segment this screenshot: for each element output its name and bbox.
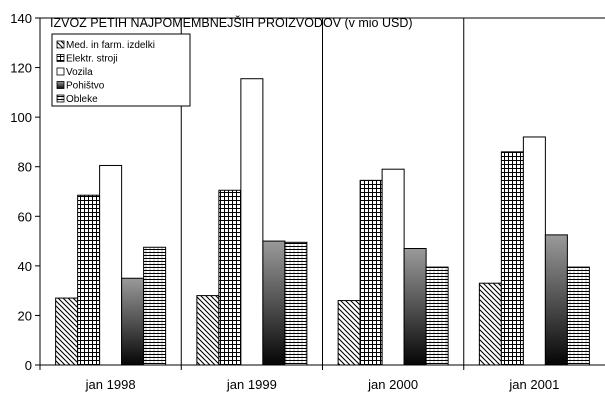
bar [143, 246, 167, 366]
x-axis-ticks: jan 1998 jan 1999 jan 2000 jan 2001 [85, 377, 560, 392]
legend-box [51, 33, 191, 107]
x-tick-label: jan 1998 [85, 377, 136, 392]
legend-items: Med. in farm. izdelki Elektr. stroji Vozil… [56, 40, 155, 105]
bar [381, 168, 405, 366]
legend-swatch [56, 54, 65, 62]
bar [284, 241, 308, 366]
y-tick-label: 120 [10, 61, 32, 76]
y-tick-label: 80 [18, 160, 32, 175]
y-axis-ticks: 0 20 40 60 80 100 120 140 [10, 11, 40, 373]
legend-label: Vozila [66, 67, 93, 78]
y-tick-label: 100 [10, 110, 32, 125]
x-tick-label: jan 2000 [367, 377, 418, 392]
legend-swatch [56, 94, 65, 103]
bar [478, 282, 502, 366]
chart-title: IZVOZ PETIH NAJPOMEMBNEJŠIH PROIZVODOV (… [50, 15, 413, 30]
y-tick-label: 20 [18, 308, 32, 323]
legend: Med. in farm. izdelki Elektr. stroji Vozil… [51, 33, 191, 107]
x-tick-label: jan 1999 [226, 377, 277, 392]
legend-label: Obleke [66, 94, 98, 105]
bar [359, 179, 383, 366]
legend-label: Pohištvo [66, 81, 105, 92]
bar [55, 297, 79, 366]
y-tick-label: 140 [10, 11, 32, 26]
legend-label: Med. in farm. izdelki [66, 40, 155, 51]
bar [196, 295, 220, 366]
bar [544, 234, 568, 366]
bar [99, 164, 123, 366]
bar [337, 300, 361, 366]
bar [262, 240, 286, 366]
y-tick-label: 60 [18, 209, 32, 224]
legend-label: Elektr. stroji [66, 54, 118, 65]
bar [425, 266, 449, 366]
y-tick-label: 40 [18, 259, 32, 274]
y-tick-label: 0 [25, 358, 32, 373]
legend-swatch [56, 67, 65, 76]
bar [240, 78, 264, 366]
bar [566, 266, 590, 366]
x-tick-label: jan 2001 [508, 377, 559, 392]
bar [500, 151, 524, 366]
bar [522, 136, 546, 366]
legend-swatch [56, 81, 65, 89]
legend-swatch [56, 40, 65, 49]
bar [77, 194, 101, 366]
bars [55, 78, 590, 366]
bar [218, 189, 242, 366]
bar [121, 277, 145, 366]
bar [403, 248, 427, 366]
